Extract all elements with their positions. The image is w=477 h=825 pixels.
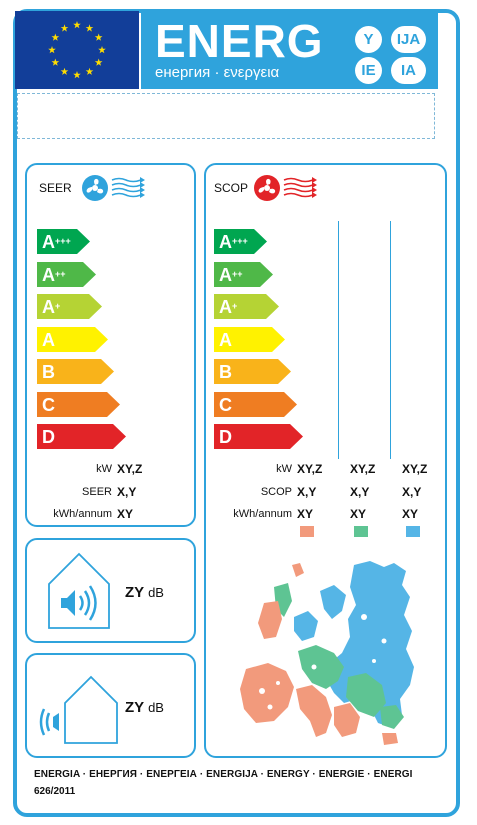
scop-col3-kwh: XY	[402, 507, 419, 521]
efficiency-class-plus: +	[55, 301, 61, 311]
suffix-ie: IE	[355, 57, 382, 84]
eu-flag	[15, 11, 139, 89]
suffix-ija: IJA	[391, 26, 426, 53]
efficiency-class-arrow: A	[37, 326, 108, 352]
europe-climate-zones-map	[240, 561, 414, 745]
eu-stars-icon	[48, 21, 106, 79]
indoor-noise-number: ZY	[125, 584, 144, 601]
suffix-y: Y	[355, 26, 382, 53]
efficiency-class-arrow: A+++	[37, 229, 90, 254]
efficiency-class-arrow: A++	[37, 261, 96, 287]
efficiency-class-plus: +	[232, 301, 238, 311]
efficiency-class-arrow: A+++	[214, 229, 267, 254]
fan-cooling-icon	[82, 175, 145, 201]
eu-star-icon	[60, 24, 69, 32]
scop-kw-label: kW	[276, 463, 292, 475]
seer-kwh-value: XY	[117, 507, 134, 521]
scop-column-divider	[338, 221, 339, 459]
eu-star-icon	[60, 67, 69, 75]
efficiency-class-arrow: D	[214, 424, 303, 449]
efficiency-class-label: A	[42, 329, 55, 350]
scop-col1-kw: XY,Z	[297, 462, 323, 476]
efficiency-class-arrow: B	[214, 359, 291, 384]
scop-col2-kwh: XY	[350, 507, 367, 521]
seer-ratio-label: SEER	[82, 486, 112, 498]
eu-star-icon	[73, 71, 81, 79]
zone-swatch-average	[354, 526, 368, 537]
efficiency-class-arrow: A+	[214, 294, 279, 319]
eu-star-icon	[73, 21, 81, 29]
efficiency-class-label: A+++	[219, 232, 248, 252]
efficiency-class-label: D	[42, 427, 55, 447]
efficiency-class-arrow: B	[37, 359, 114, 384]
indoor-noise-panel: ZY dB	[25, 538, 196, 643]
efficiency-class-plus: +++	[232, 236, 248, 246]
scop-col2-scop: X,Y	[350, 485, 370, 499]
eu-star-icon	[51, 58, 60, 66]
scop-col3-scop: X,Y	[402, 485, 422, 499]
scop-column-divider	[390, 221, 391, 459]
footer-languages: ENERGIA · ЕНЕРГИЯ · ΕΝΕΡΓΕΙΑ · ENERGIJA …	[34, 769, 413, 780]
outdoor-noise-number: ZY	[125, 699, 144, 716]
efficiency-class-label: A+++	[42, 232, 71, 252]
scop-col3-kw: XY,Z	[402, 462, 428, 476]
efficiency-class-plus: ++	[55, 268, 66, 279]
efficiency-class-label: B	[219, 362, 232, 382]
scop-col1-kwh: XY	[297, 507, 314, 521]
seer-panel: SEER A+++ A++ A+ A B C D kW XY,Z SEER X,Y kWh/…	[25, 163, 196, 527]
energ-subtitle: енергия · ενεργεια	[155, 64, 280, 81]
outdoor-noise-panel: ZY dB	[25, 653, 196, 758]
outdoor-noise-unit: dB	[148, 700, 164, 715]
scop-ratio-label: SCOP	[260, 486, 292, 498]
indoor-noise-value: ZY dB	[125, 584, 164, 601]
indoor-noise-icon	[48, 552, 110, 629]
seer-ratio-value: X,Y	[117, 485, 137, 499]
efficiency-class-plus: ++	[232, 268, 243, 279]
eu-star-icon	[94, 58, 103, 66]
energ-word: ENERG	[155, 15, 324, 67]
efficiency-class-plus: +++	[55, 236, 71, 246]
fan-heating-icon	[254, 175, 317, 201]
efficiency-class-label: A+	[219, 297, 238, 317]
efficiency-class-label: A+	[42, 297, 61, 317]
scop-col1-scop: X,Y	[297, 485, 317, 499]
label-header: ENERG енергия · ενεργεια Y IJA IE IA	[15, 11, 438, 89]
efficiency-class-arrow: A+	[37, 294, 102, 319]
eu-star-icon	[85, 67, 94, 75]
zone-swatch-warm	[300, 526, 314, 537]
eu-star-icon	[48, 46, 56, 54]
suffix-ia: IA	[391, 57, 426, 84]
efficiency-class-arrow: A	[214, 326, 285, 352]
eu-star-icon	[51, 33, 60, 41]
seer-kwh-label: kWh/annum	[53, 508, 112, 520]
efficiency-class-label: C	[219, 394, 232, 415]
zone-swatch-cold	[406, 526, 420, 537]
supplier-model-box	[17, 93, 435, 139]
footer-regulation: 626/2011	[34, 786, 76, 797]
seer-kw-value: XY,Z	[117, 462, 143, 476]
scop-kwh-label: kWh/annum	[233, 508, 292, 520]
eu-star-icon	[85, 24, 94, 32]
seer-kw-label: kW	[96, 463, 112, 475]
efficiency-class-arrow: C	[37, 391, 120, 417]
indoor-noise-unit: dB	[148, 585, 164, 600]
efficiency-class-label: C	[42, 394, 55, 415]
efficiency-class-label: A++	[219, 264, 243, 285]
efficiency-class-label: A	[219, 329, 232, 350]
scop-title: SCOP	[214, 181, 249, 195]
efficiency-class-arrow: D	[37, 424, 126, 449]
efficiency-class-label: A++	[42, 264, 66, 285]
scop-panel: SCOP A+++ A++ A+ A B C D kW SCOP kWh/annum XY,…	[204, 163, 447, 758]
efficiency-class-arrow: C	[214, 391, 297, 417]
outdoor-noise-value: ZY dB	[125, 699, 164, 716]
energy-banner: ENERG енергия · ενεργεια Y IJA IE IA	[141, 11, 438, 89]
outdoor-noise-icon	[39, 675, 118, 744]
eu-star-icon	[94, 33, 103, 41]
efficiency-class-label: D	[219, 427, 232, 447]
efficiency-class-label: B	[42, 362, 55, 382]
scop-col2-kw: XY,Z	[350, 462, 376, 476]
seer-title: SEER	[39, 181, 72, 195]
eu-star-icon	[98, 46, 106, 54]
efficiency-class-arrow: A++	[214, 261, 273, 287]
